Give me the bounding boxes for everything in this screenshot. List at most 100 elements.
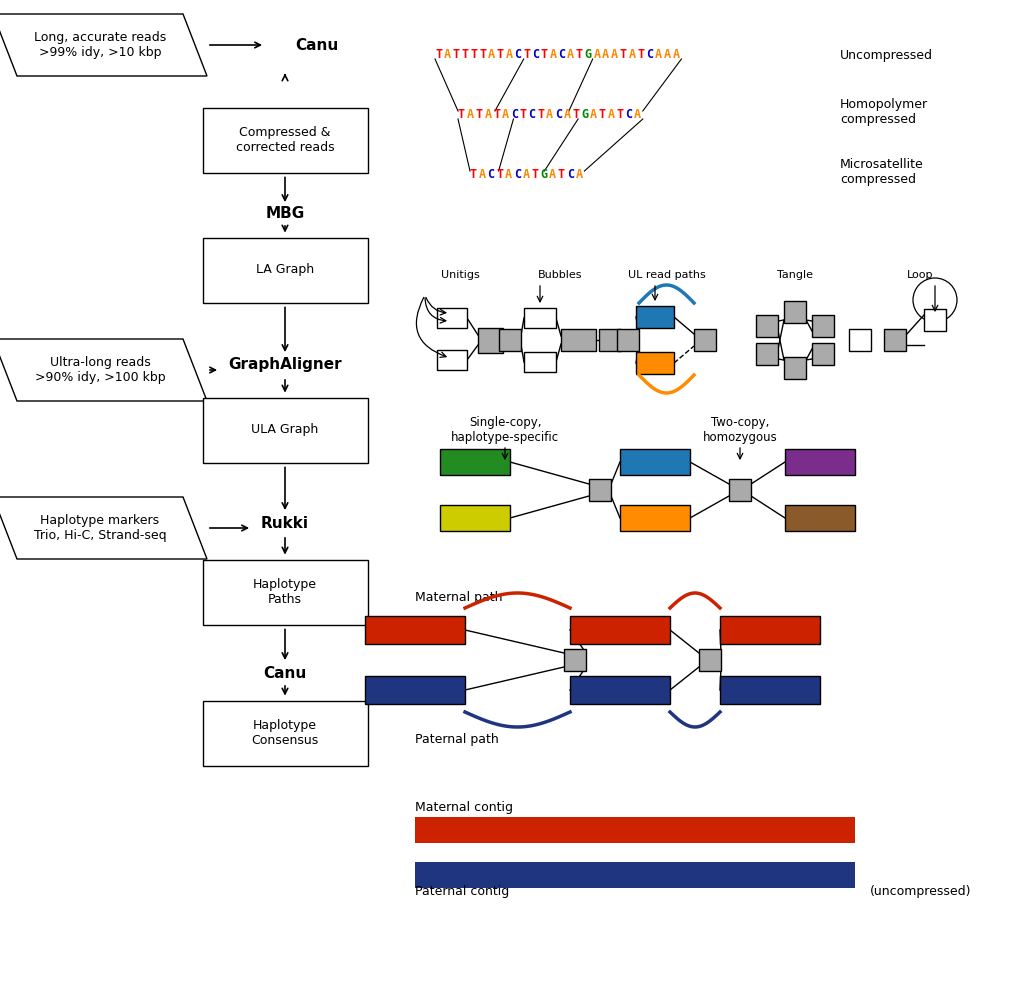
Text: Unitigs: Unitigs	[440, 270, 479, 280]
Text: C: C	[558, 48, 565, 61]
Bar	[620, 449, 690, 475]
Bar	[564, 649, 586, 671]
Text: Loop: Loop	[906, 270, 933, 280]
Text: T: T	[538, 108, 545, 121]
Text: T: T	[637, 48, 644, 61]
Text: Homopolymer
compressed: Homopolymer compressed	[840, 98, 928, 126]
Text: Haplotype markers
Trio, Hi-C, Strand-seq: Haplotype markers Trio, Hi-C, Strand-seq	[34, 514, 166, 542]
Bar	[437, 308, 467, 328]
Bar	[599, 329, 621, 351]
Text: A: A	[523, 168, 530, 181]
Text: Paternal contig: Paternal contig	[415, 885, 509, 897]
Bar	[849, 329, 871, 351]
Text: Microsatellite
compressed: Microsatellite compressed	[840, 158, 924, 186]
Text: C: C	[511, 108, 518, 121]
Text: A: A	[664, 48, 671, 61]
Text: T: T	[435, 48, 442, 61]
Text: Uncompressed: Uncompressed	[840, 48, 933, 61]
Text: MBG: MBG	[265, 206, 304, 220]
Text: A: A	[546, 108, 553, 121]
Bar	[694, 329, 716, 351]
Text: A: A	[575, 168, 583, 181]
Text: Canu: Canu	[263, 665, 306, 681]
Text: Maternal path: Maternal path	[415, 591, 503, 604]
Text: A: A	[673, 48, 680, 61]
Bar	[812, 343, 834, 365]
Bar	[784, 301, 806, 323]
Text: T: T	[519, 108, 526, 121]
Text: A: A	[550, 48, 556, 61]
Text: A: A	[549, 168, 556, 181]
Bar	[785, 449, 855, 475]
Text: T: T	[575, 48, 583, 61]
Bar	[924, 309, 946, 331]
Bar	[720, 676, 820, 704]
Text: Two-copy,
homozygous: Two-copy, homozygous	[702, 416, 777, 444]
Text: A: A	[567, 48, 574, 61]
Text: A: A	[467, 108, 474, 121]
Bar	[884, 329, 906, 351]
Text: GraphAligner: GraphAligner	[228, 357, 342, 373]
Text: Tangle: Tangle	[777, 270, 813, 280]
Text: (uncompressed): (uncompressed)	[870, 885, 972, 897]
Text: Bubbles: Bubbles	[538, 270, 583, 280]
Bar	[203, 107, 368, 172]
Bar	[784, 357, 806, 379]
Text: C: C	[531, 48, 539, 61]
Bar	[636, 306, 674, 328]
Text: T: T	[558, 168, 565, 181]
Bar	[203, 237, 368, 302]
Text: A: A	[602, 48, 609, 61]
Text: T: T	[523, 48, 530, 61]
Bar	[440, 505, 510, 531]
Text: T: T	[497, 168, 504, 181]
Text: T: T	[453, 48, 460, 61]
Text: A: A	[611, 48, 618, 61]
Text: A: A	[655, 48, 663, 61]
Text: T: T	[470, 168, 477, 181]
Text: T: T	[475, 108, 482, 121]
Bar	[636, 352, 674, 374]
Text: A: A	[593, 48, 600, 61]
Polygon shape	[0, 497, 207, 559]
Bar	[365, 676, 465, 704]
Bar	[203, 560, 368, 625]
Text: T: T	[470, 48, 477, 61]
Text: A: A	[506, 48, 513, 61]
Text: A: A	[484, 108, 492, 121]
Text: T: T	[497, 48, 504, 61]
Text: A: A	[479, 168, 486, 181]
Bar	[524, 352, 556, 372]
Text: T: T	[616, 108, 624, 121]
Bar	[203, 398, 368, 462]
Bar	[570, 676, 670, 704]
Text: Haplotype
Paths: Haplotype Paths	[253, 578, 317, 606]
Text: Maternal contig: Maternal contig	[415, 802, 513, 815]
Text: T: T	[599, 108, 606, 121]
Text: G: G	[541, 168, 548, 181]
Polygon shape	[0, 339, 207, 401]
Text: UL read paths: UL read paths	[628, 270, 706, 280]
Text: Compressed &
corrected reads: Compressed & corrected reads	[236, 126, 334, 154]
Bar	[365, 616, 465, 644]
Text: C: C	[646, 48, 653, 61]
Text: G: G	[582, 108, 589, 121]
Text: A: A	[502, 108, 509, 121]
Bar	[785, 505, 855, 531]
Text: C: C	[567, 168, 573, 181]
Text: ULA Graph: ULA Graph	[251, 423, 318, 437]
Text: Rukki: Rukki	[261, 516, 309, 530]
Text: C: C	[514, 168, 521, 181]
Bar	[756, 343, 778, 365]
Bar	[812, 315, 834, 337]
Text: T: T	[620, 48, 627, 61]
Bar	[699, 649, 721, 671]
Bar	[437, 350, 467, 370]
Bar	[756, 315, 778, 337]
Bar	[620, 505, 690, 531]
Text: Long, accurate reads
>99% idy, >10 kbp: Long, accurate reads >99% idy, >10 kbp	[34, 31, 166, 59]
Text: C: C	[487, 168, 495, 181]
Text: A: A	[607, 108, 614, 121]
Bar	[440, 449, 510, 475]
Text: T: T	[494, 108, 501, 121]
